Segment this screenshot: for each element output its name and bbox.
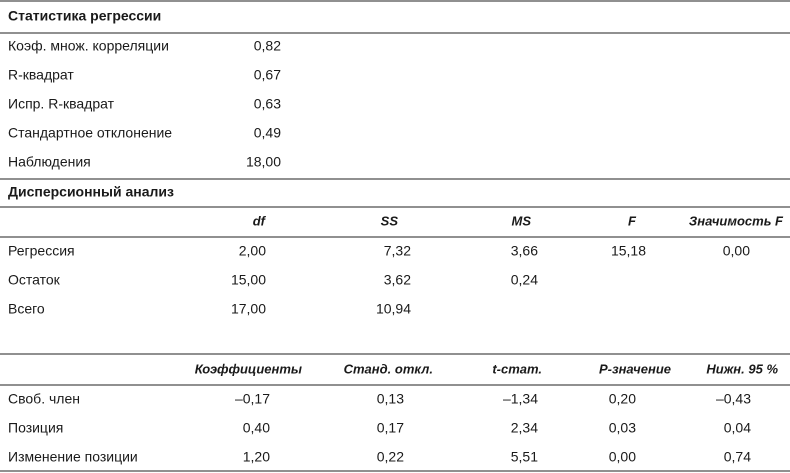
row-label: Стандартное отклонение	[8, 125, 172, 141]
cell-value: 2,00	[239, 243, 266, 259]
row-label: Регрессия	[8, 243, 75, 259]
cell-value: 0,20	[609, 391, 636, 407]
cell-value: 0,24	[511, 272, 538, 288]
cell-value: 15,00	[231, 272, 266, 288]
cell-value: 0,74	[724, 449, 751, 465]
column-header: t-стат.	[492, 361, 542, 376]
row-label: Коэф. множ. корреляции	[8, 38, 169, 54]
cell-value: 0,82	[254, 38, 281, 54]
cell-value: 0,67	[254, 67, 281, 83]
column-header: P-значение	[599, 361, 671, 376]
column-header: MS	[512, 213, 532, 228]
row-label: R-квадрат	[8, 67, 74, 83]
cell-value: 3,66	[511, 243, 538, 259]
cell-value: 2,34	[511, 420, 538, 436]
cell-value: 7,32	[384, 243, 411, 259]
row-label: Позиция	[8, 420, 63, 436]
cell-value: 0,00	[723, 243, 750, 259]
row-label: Всего	[8, 301, 45, 317]
cell-value: 3,62	[384, 272, 411, 288]
row-label: Своб. член	[8, 391, 80, 407]
cell-value: 5,51	[511, 449, 538, 465]
section-title: Дисперсионный анализ	[8, 184, 174, 200]
column-header: Коэффициенты	[195, 361, 302, 376]
cell-value: –0,17	[235, 391, 270, 407]
cell-value: 15,18	[611, 243, 646, 259]
cell-value: 0,49	[254, 125, 281, 141]
cell-value: 0,17	[377, 420, 404, 436]
cell-value: –0,43	[716, 391, 751, 407]
column-header: F	[628, 213, 637, 228]
cell-value: 10,94	[376, 301, 411, 317]
cell-value: 17,00	[231, 301, 266, 317]
row-label: Остаток	[8, 272, 61, 288]
row-label: Испр. R-квадрат	[8, 96, 115, 112]
cell-value: 0,22	[377, 449, 404, 465]
cell-value: 0,13	[377, 391, 404, 407]
cell-value: –1,34	[503, 391, 538, 407]
column-header: SS	[381, 213, 399, 228]
cell-value: 0,00	[609, 449, 636, 465]
cell-value: 0,04	[724, 420, 751, 436]
column-header: Станд. откл.	[344, 361, 433, 376]
section-title: Статистика регрессии	[8, 8, 161, 24]
column-header: Нижн. 95 %	[706, 361, 778, 376]
column-header: Значимость F	[689, 213, 784, 228]
cell-value: 0,63	[254, 96, 281, 112]
cell-value: 0,03	[609, 420, 636, 436]
row-label: Изменение позиции	[8, 449, 138, 465]
cell-value: 1,20	[243, 449, 270, 465]
cell-value: 18,00	[246, 154, 281, 170]
cell-value: 0,40	[243, 420, 270, 436]
row-label: Наблюдения	[8, 154, 91, 170]
column-header: df	[253, 213, 267, 228]
